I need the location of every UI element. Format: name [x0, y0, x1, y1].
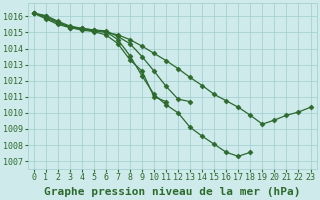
X-axis label: Graphe pression niveau de la mer (hPa): Graphe pression niveau de la mer (hPa) [44, 186, 300, 197]
